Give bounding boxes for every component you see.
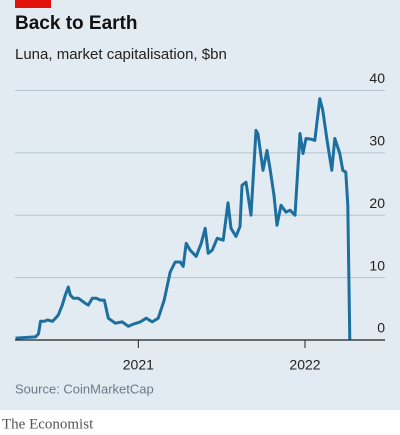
chart-background	[0, 0, 400, 410]
data-line	[15, 97, 352, 341]
y-tick-label: 20	[369, 195, 385, 211]
y-tick-label: 40	[369, 70, 385, 86]
y-tick-label: 30	[369, 133, 385, 149]
y-tick-label: 10	[369, 257, 385, 273]
x-tick-label: 2021	[123, 357, 154, 373]
x-tick-label: 2022	[289, 357, 320, 373]
brand-tag	[15, 0, 51, 8]
chart-title: Back to Earth	[15, 13, 137, 34]
brand: The Economist	[2, 416, 94, 432]
y-tick-label: 0	[377, 320, 385, 336]
chart-subtitle: Luna, market capitalisation, $bn	[15, 46, 227, 63]
source: Source: CoinMarketCap	[15, 381, 154, 396]
